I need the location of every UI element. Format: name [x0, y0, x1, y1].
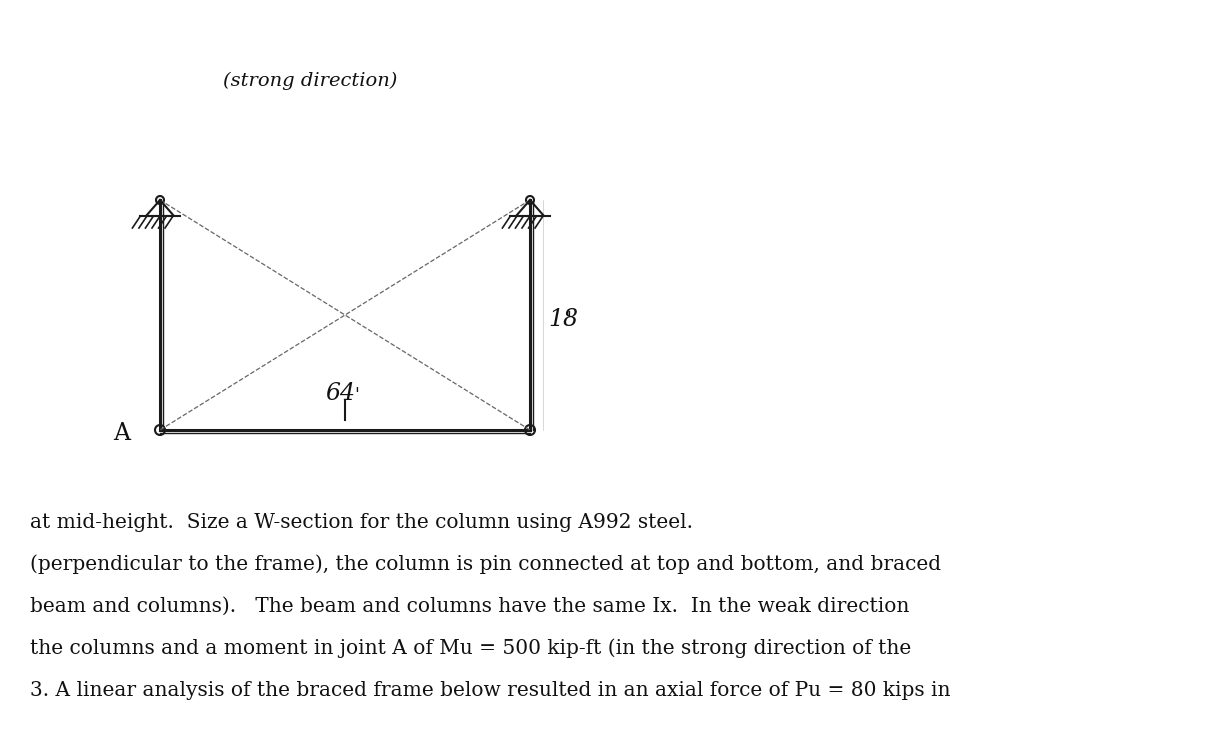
Text: A: A [113, 422, 130, 445]
Text: at mid-height.  Size a W-section for the column using A992 steel.: at mid-height. Size a W-section for the … [31, 513, 693, 532]
Text: ': ' [565, 311, 570, 329]
Text: the columns and a moment in joint A of Mu = 500 kip-ft (in the strong direction : the columns and a moment in joint A of M… [31, 639, 911, 658]
Text: (perpendicular to the frame), the column is pin connected at top and bottom, and: (perpendicular to the frame), the column… [31, 554, 941, 574]
Text: 18: 18 [548, 308, 578, 332]
Text: 64: 64 [326, 382, 355, 405]
Text: beam and columns).   The beam and columns have the same Ix.  In the weak directi: beam and columns). The beam and columns … [31, 597, 909, 616]
Text: 3. A linear analysis of the braced frame below resulted in an axial force of Pu : 3. A linear analysis of the braced frame… [31, 681, 951, 700]
Text: ': ' [354, 387, 359, 405]
Text: (strong direction): (strong direction) [223, 72, 397, 90]
